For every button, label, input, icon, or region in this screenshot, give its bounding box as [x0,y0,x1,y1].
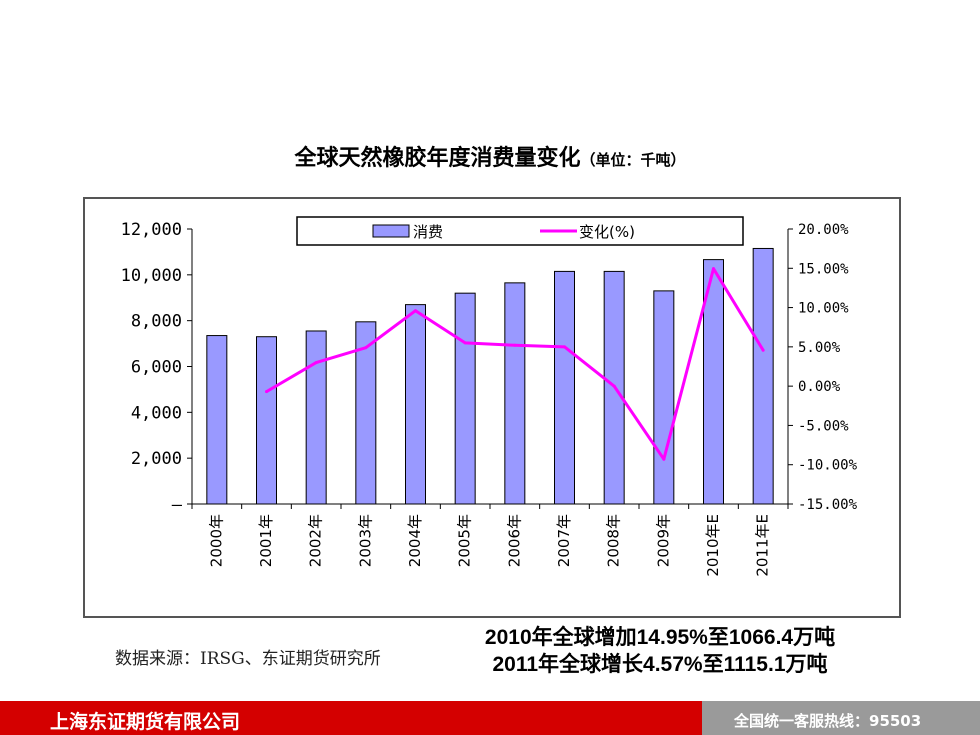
hotline-box: 全国统一客服热线：95503 [702,701,980,735]
right-tick-label: 15.00% [798,261,849,277]
category-label: 2009年 [654,514,672,567]
data-source: 数据来源：IRSG、东证期货研究所 [115,649,381,669]
legend-box [296,216,744,246]
line-point [761,348,765,352]
chart-frame: – 2,000 4,000 6,000 8,000 10,000 12,000 -15.00%… [83,197,901,618]
right-tick-label: 20.00% [798,222,849,238]
bar-consumption [703,259,724,505]
line-point [314,361,318,365]
line-point [414,309,417,313]
bar-consumption [752,247,774,505]
bar-consumption [256,336,277,505]
note-2010: 2010年全球增加14.95%至1066.4万吨 [484,626,836,649]
category-label: 2001年 [257,514,275,567]
line-point [265,390,268,394]
chart-svg: – 2,000 4,000 6,000 8,000 10,000 12,000 -15.00%… [121,216,858,577]
category-label: 2008年 [605,514,623,567]
category-label: 2004年 [406,514,424,567]
line-point [662,457,666,461]
line-point [513,343,517,347]
bar-consumption [454,292,476,505]
left-tick-label: 8,000 [131,312,182,332]
note-2011: 2011年全球增长4.57%至1115.1万吨 [492,653,828,676]
category-label: 2007年 [555,514,573,567]
right-tick-label: -10.00% [798,458,858,474]
left-tick-label: 10,000 [121,266,182,286]
right-tick-label: -15.00% [798,497,858,513]
right-tick-label: 10.00% [798,301,849,317]
left-tick-label: – [172,495,183,515]
right-tick-label: -5.00% [798,418,849,434]
bar-consumption [405,304,426,505]
category-label: 2000年 [207,514,225,567]
category-label: 2003年 [356,514,374,567]
bar-consumption [305,330,327,505]
bar-consumption [206,335,228,505]
left-tick-label: 2,000 [131,449,182,469]
right-tick-label: 5.00% [798,340,841,356]
summary-notes: 2010年全球增加14.95%至1066.4万吨 2011年全球增长4.57%至… [450,624,870,678]
chart-title-main: 全球天然橡胶年度消费量变化 [294,146,581,171]
bar-consumption [355,321,377,505]
category-label: 2010年E [704,514,722,577]
legend-label-change: 变化(%) [579,223,635,241]
category-label: 2005年 [456,514,474,567]
company-name: 上海东证期货有限公司 [50,711,241,733]
line-point [463,341,467,345]
line-point [563,345,566,349]
left-tick-label: 4,000 [131,403,182,423]
left-tick-label: 6,000 [131,358,182,378]
line-point [712,267,715,271]
chart-title-unit: （单位：千吨） [580,151,686,169]
right-tick-label: 0.00% [798,379,841,395]
category-label: 2002年 [307,514,325,567]
category-label: 2006年 [505,514,523,567]
bar-consumption [554,270,575,505]
left-tick-label: 12,000 [121,220,182,240]
legend-swatch-consumption [372,224,410,238]
chart-title: 全球天然橡胶年度消费量变化（单位：千吨） [0,140,980,172]
bar-consumption [653,290,675,505]
line-point [364,346,368,350]
category-label: 2011年E [754,514,772,577]
hotline-text: 全国统一客服热线：95503 [734,712,922,730]
footer-bar: 上海东证期货有限公司 全国统一客服热线：95503 [0,701,980,735]
legend-label-consumption: 消费 [413,223,443,241]
line-point [612,384,616,388]
bar-consumption [504,282,526,505]
